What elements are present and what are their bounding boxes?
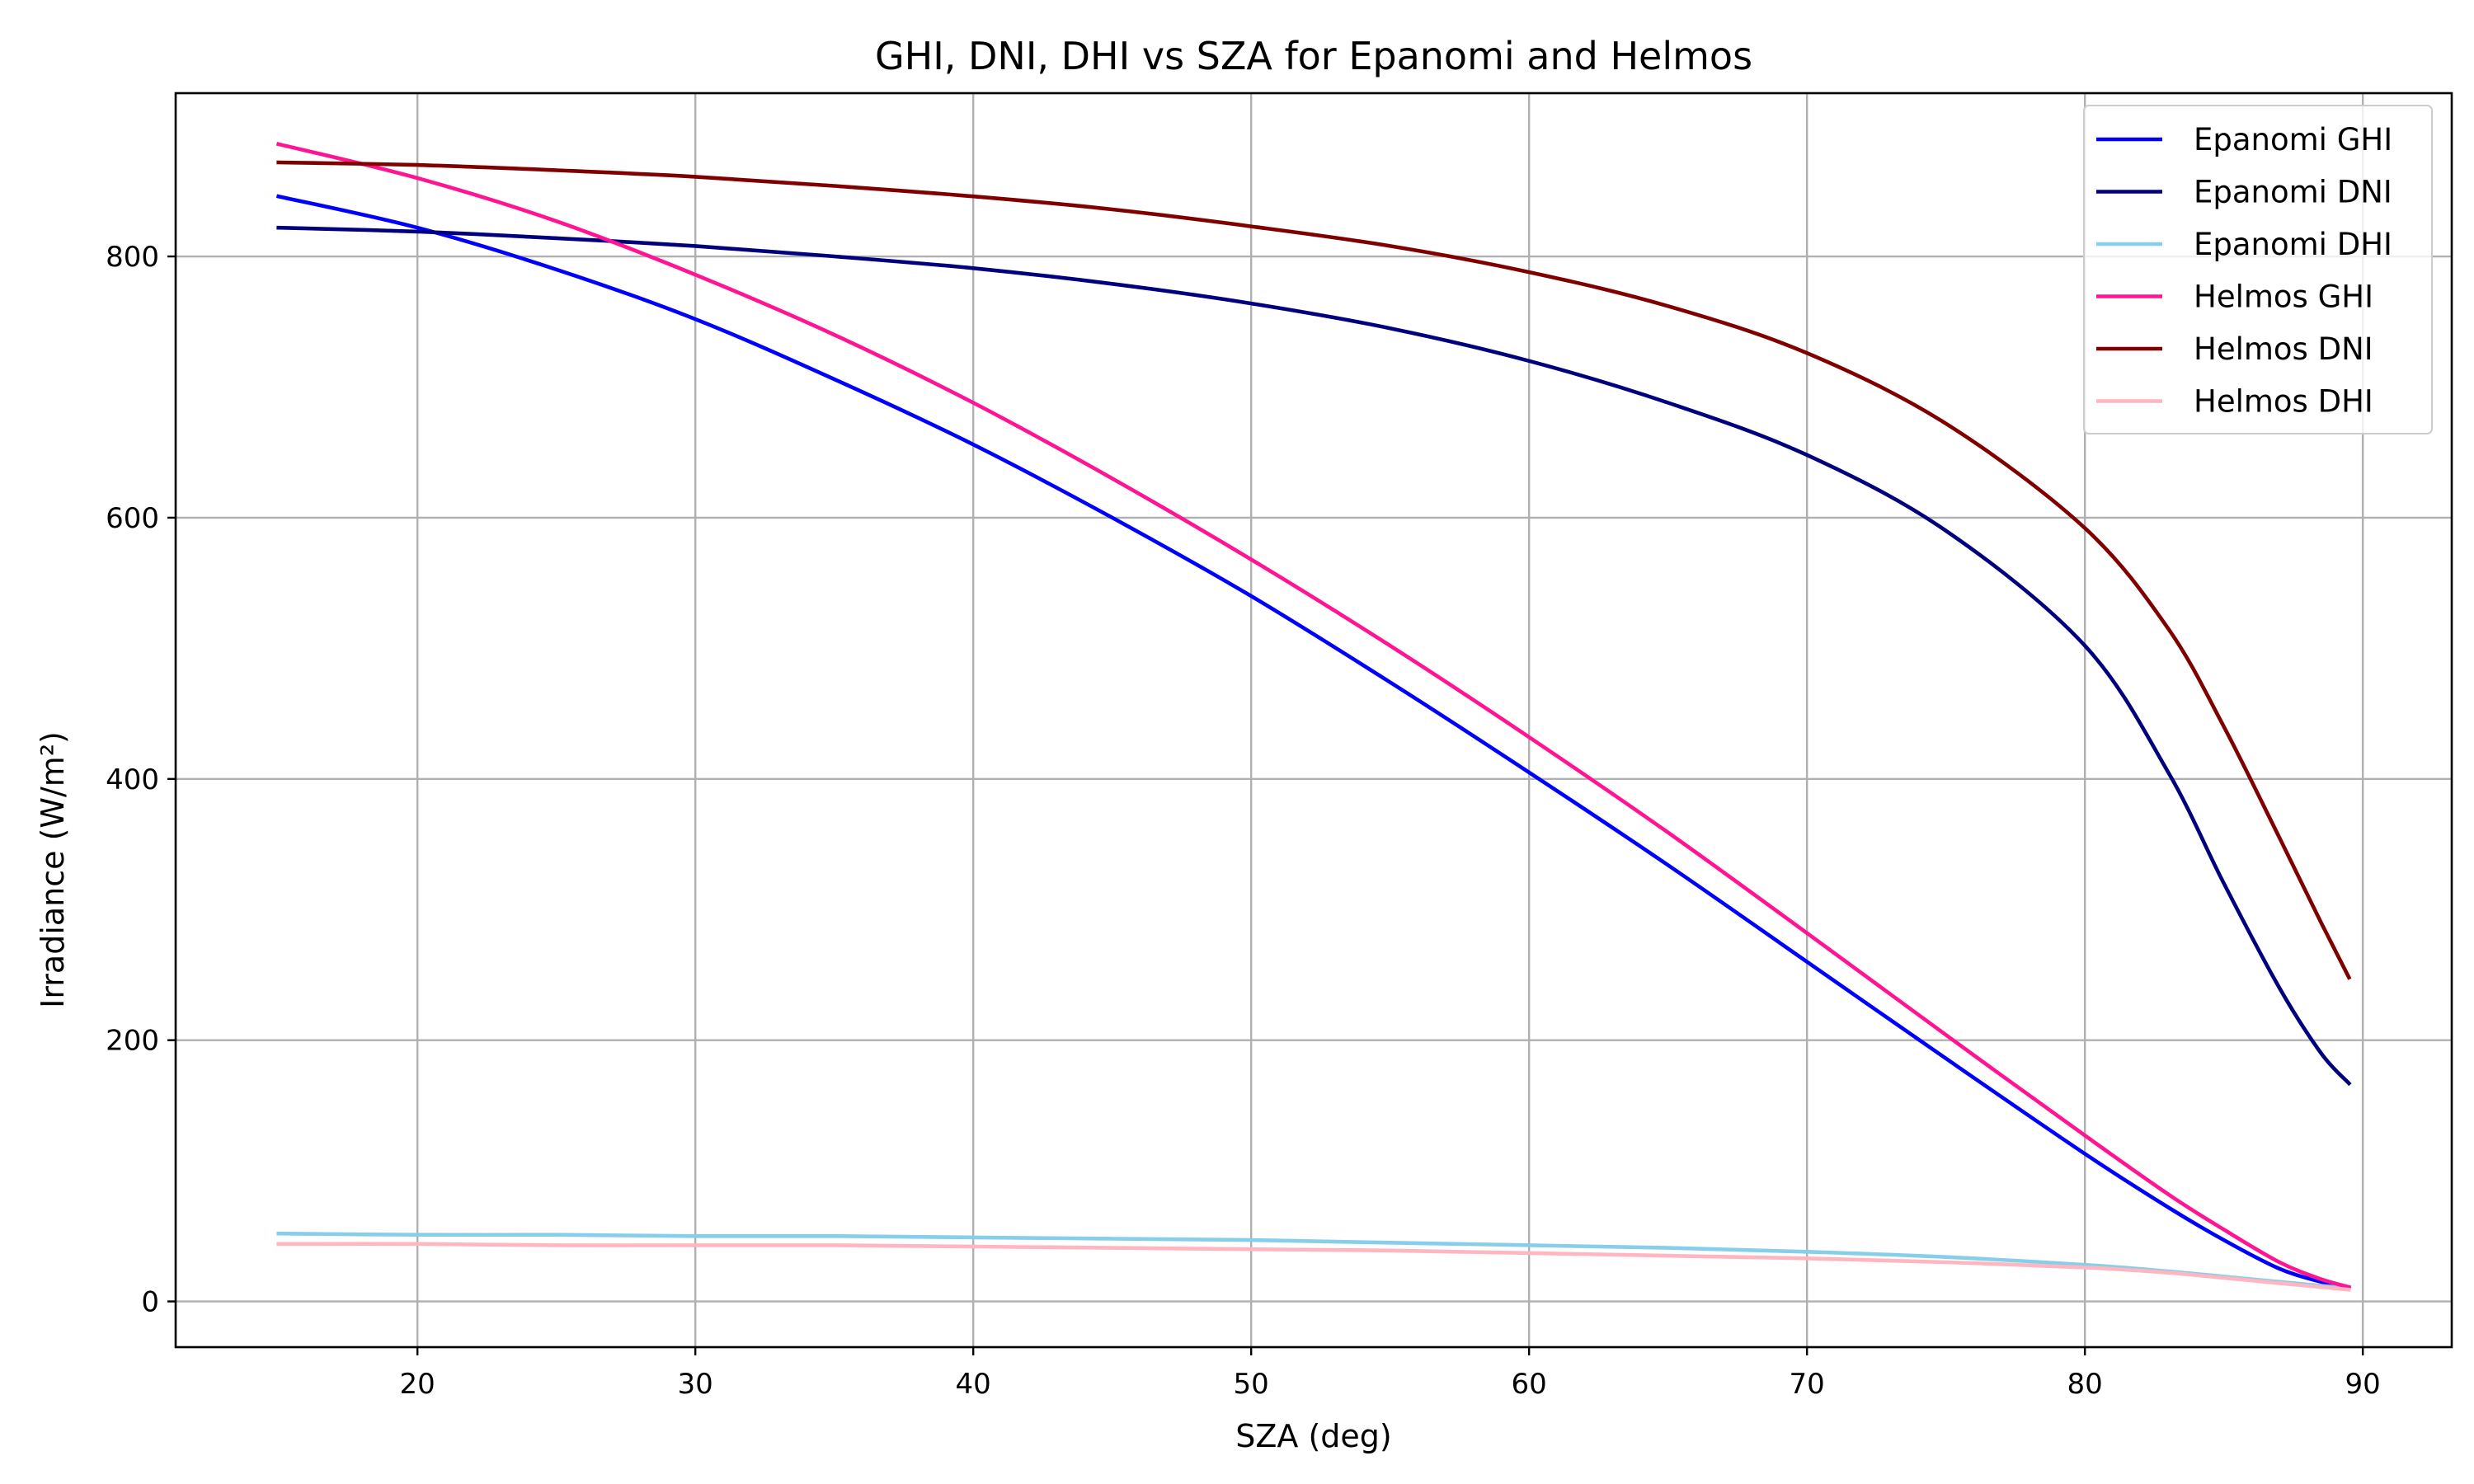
series-line-helmos-dni bbox=[276, 160, 2352, 980]
y-tick-label: 200 bbox=[106, 1025, 159, 1058]
plot-frame bbox=[174, 92, 2453, 1349]
x-tick-label: 70 bbox=[1790, 1368, 1825, 1401]
x-tick-label: 40 bbox=[956, 1368, 991, 1401]
legend-box bbox=[2083, 105, 2433, 434]
series-line-helmos-ghi bbox=[275, 142, 2352, 1289]
x-tick-label: 60 bbox=[1512, 1368, 1547, 1401]
legend-label-helmos-dni: Helmos DNI bbox=[2194, 331, 2373, 367]
legend-label-epanomi-ghi: Epanomi GHI bbox=[2194, 122, 2392, 157]
series-line-helmos-dhi bbox=[276, 1242, 2351, 1292]
y-axis-ticks: 0 200 400 600 800 bbox=[106, 241, 176, 1319]
legend-label-epanomi-dni: Epanomi DNI bbox=[2194, 175, 2392, 210]
legend-label-epanomi-dhi: Epanomi DHI bbox=[2194, 227, 2392, 262]
y-tick-label: 600 bbox=[106, 502, 159, 535]
x-tick-label: 30 bbox=[678, 1368, 713, 1401]
x-axis-ticks: 20 30 40 50 60 70 80 90 bbox=[400, 1347, 2381, 1401]
x-tick-label: 80 bbox=[2067, 1368, 2103, 1401]
y-tick-label: 0 bbox=[141, 1286, 159, 1319]
y-axis-label: Irradiance (W/m²) bbox=[35, 731, 71, 1008]
legend-label-helmos-dhi: Helmos DHI bbox=[2194, 384, 2373, 420]
x-tick-label: 20 bbox=[400, 1368, 435, 1401]
series-lines bbox=[275, 142, 2352, 1292]
y-tick-label: 400 bbox=[106, 763, 159, 796]
legend: Epanomi GHI Epanomi DNI Epanomi DHI Helmos … bbox=[2083, 105, 2433, 434]
legend-label-helmos-ghi: Helmos GHI bbox=[2194, 279, 2373, 315]
chart-title: GHI, DNI, DHI vs SZA for Epanomi and Hel… bbox=[875, 34, 1752, 78]
series-line-epanomi-ghi bbox=[275, 194, 2352, 1291]
x-axis-label: SZA (deg) bbox=[1235, 1418, 1392, 1454]
x-tick-label: 50 bbox=[1234, 1368, 1269, 1401]
y-tick-label: 800 bbox=[106, 241, 159, 274]
series-line-epanomi-dni bbox=[276, 225, 2352, 1087]
x-tick-label: 90 bbox=[2345, 1368, 2381, 1401]
